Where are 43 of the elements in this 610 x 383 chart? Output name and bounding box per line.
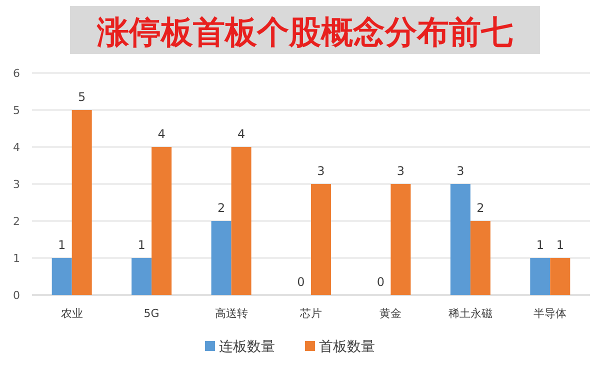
bar [72, 110, 92, 295]
data-label: 1 [536, 238, 544, 252]
bar [470, 221, 490, 295]
y-tick-label: 4 [13, 141, 20, 154]
x-tick-label: 芯片 [299, 307, 322, 320]
data-label: 0 [376, 275, 385, 289]
x-tick-label: 高送转 [214, 307, 248, 320]
x-tick-label: 农业 [60, 307, 83, 320]
bar [390, 184, 411, 295]
data-label: 3 [396, 164, 405, 178]
data-label: 4 [237, 127, 246, 141]
bar [530, 258, 550, 295]
bar [550, 258, 570, 295]
y-tick-label: 5 [13, 104, 20, 117]
data-label: 4 [158, 127, 166, 141]
data-label: 5 [78, 90, 86, 104]
x-tick-label: 半导体 [534, 307, 567, 320]
bar [211, 221, 232, 295]
x-tick-label: 5G [144, 307, 160, 320]
legend-label: 连板数量 [219, 339, 275, 355]
x-tick-label: 黄金 [380, 307, 402, 320]
data-label: 1 [58, 238, 66, 252]
data-label: 2 [217, 201, 226, 215]
bar [450, 184, 470, 295]
y-tick-label: 2 [13, 215, 20, 228]
bar [231, 147, 252, 295]
y-tick-label: 6 [13, 67, 20, 80]
x-tick-label: 稀土永磁 [448, 307, 492, 320]
bar [152, 147, 172, 295]
chart-title: 涨停板首板个股概念分布前七 [96, 13, 513, 51]
data-label: 0 [297, 275, 305, 289]
bar [52, 258, 72, 295]
y-tick-label: 1 [13, 252, 20, 265]
data-label: 1 [138, 238, 146, 252]
y-tick-label: 3 [13, 178, 20, 191]
y-tick-label: 0 [13, 289, 20, 302]
bar [311, 184, 331, 295]
bar [132, 258, 152, 295]
legend-label: 首板数量 [319, 339, 375, 355]
data-label: 3 [317, 164, 325, 178]
data-label: 3 [456, 164, 464, 178]
data-label: 1 [556, 238, 564, 252]
data-label: 2 [476, 201, 484, 215]
